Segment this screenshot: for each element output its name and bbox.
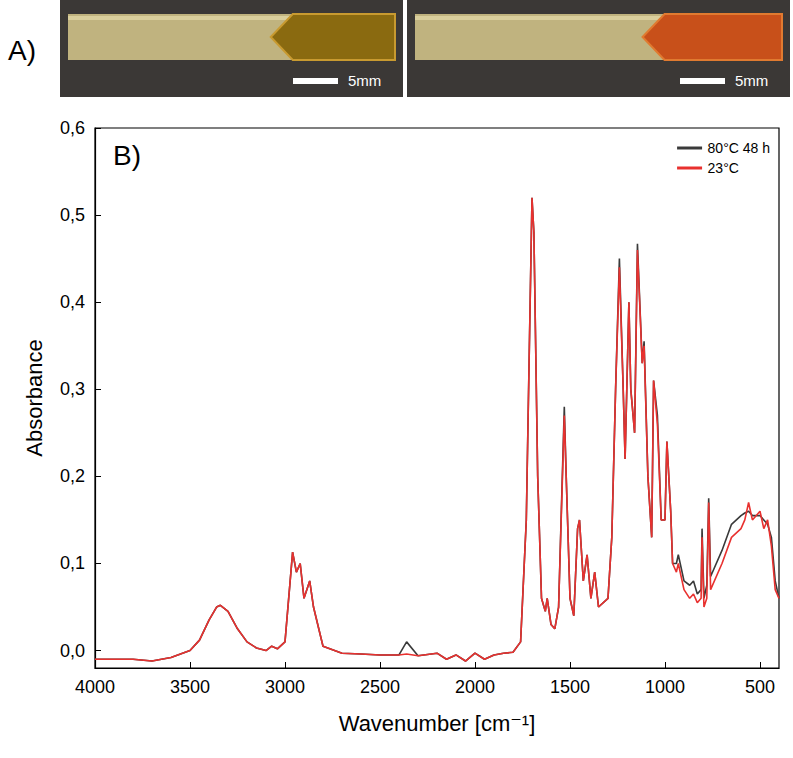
svg-text:80°C 48 h: 80°C 48 h xyxy=(708,140,770,156)
svg-text:23°C: 23°C xyxy=(708,160,739,176)
svg-text:500: 500 xyxy=(745,677,775,697)
svg-text:A): A) xyxy=(8,35,36,66)
svg-text:3000: 3000 xyxy=(265,677,305,697)
svg-text:0,6: 0,6 xyxy=(60,118,85,138)
svg-text:Absorbance: Absorbance xyxy=(22,339,47,456)
svg-text:Wavenumber [cm⁻¹]: Wavenumber [cm⁻¹] xyxy=(339,711,536,736)
svg-text:0,2: 0,2 xyxy=(60,466,85,486)
svg-text:5mm: 5mm xyxy=(348,72,381,89)
svg-text:B): B) xyxy=(113,140,141,171)
svg-text:0,5: 0,5 xyxy=(60,205,85,225)
svg-text:4000: 4000 xyxy=(75,677,115,697)
svg-text:5mm: 5mm xyxy=(735,72,768,89)
svg-text:0,4: 0,4 xyxy=(60,292,85,312)
svg-text:0,1: 0,1 xyxy=(60,553,85,573)
svg-text:2500: 2500 xyxy=(360,677,400,697)
svg-text:2000: 2000 xyxy=(455,677,495,697)
svg-text:1500: 1500 xyxy=(550,677,590,697)
svg-text:0,0: 0,0 xyxy=(60,641,85,661)
svg-text:0,3: 0,3 xyxy=(60,379,85,399)
svg-text:1000: 1000 xyxy=(645,677,685,697)
svg-text:3500: 3500 xyxy=(170,677,210,697)
